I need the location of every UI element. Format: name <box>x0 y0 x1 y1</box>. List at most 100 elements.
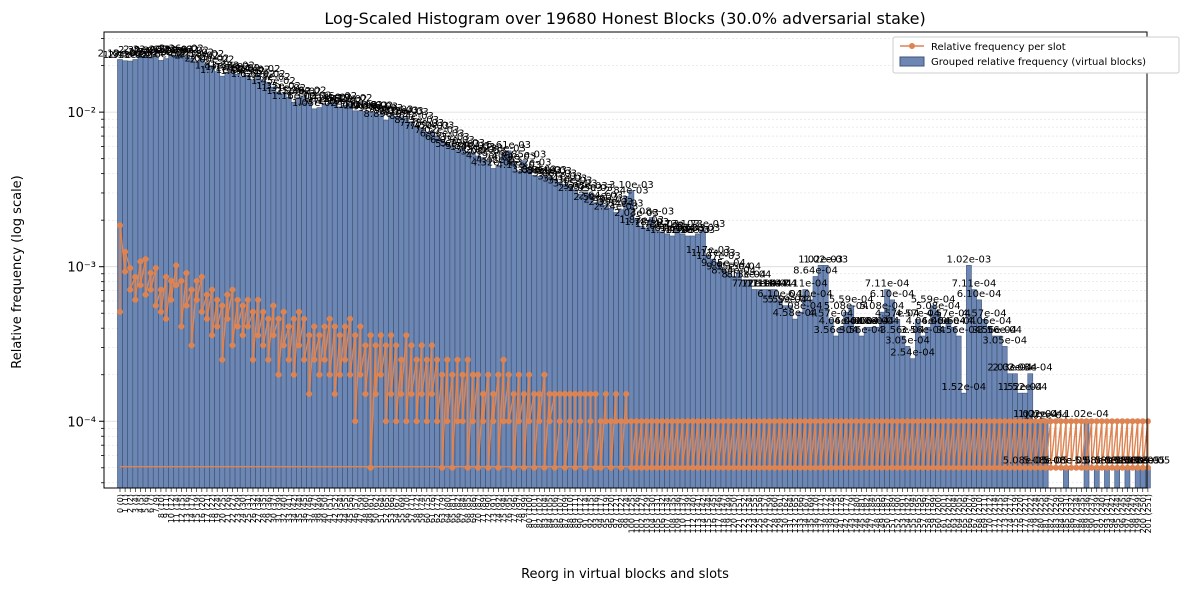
x-tick-label: 157 (196) <box>919 494 928 533</box>
x-tick-label: 173 (216) <box>1001 494 1010 533</box>
frequency-point <box>746 464 753 471</box>
x-tick-label: 0 (0) <box>116 494 125 513</box>
frequency-point <box>428 391 435 398</box>
histogram-bar <box>516 170 522 489</box>
frequency-point <box>669 418 676 425</box>
histogram-bar <box>209 65 215 489</box>
x-tick-label: 114 (142) <box>699 494 708 533</box>
x-tick-label: 72 (90) <box>484 494 493 523</box>
frequency-point <box>295 342 302 349</box>
frequency-point <box>469 371 476 378</box>
x-tick-label: 83 (104) <box>540 494 549 528</box>
x-tick-label: 104 (130) <box>648 494 657 533</box>
frequency-point <box>183 270 190 277</box>
frequency-point <box>403 332 410 339</box>
frequency-point <box>786 418 793 425</box>
bar-value-label: 5.08e-03 <box>461 147 506 158</box>
frequency-point <box>536 391 543 398</box>
bar-value-label: 6.10e-04 <box>788 289 833 300</box>
bar-value-label: 1.73e-03 <box>681 219 726 230</box>
bar-value-label: 1.24e-02 <box>277 87 322 98</box>
bar-value-label: 5.08e-05 <box>1120 456 1165 467</box>
frequency-point <box>618 418 625 425</box>
x-tick-label: 152 (190) <box>893 494 902 533</box>
bar-value-label: 3.05e-04 <box>885 335 930 346</box>
bar-value-label: 4.06e-04 <box>819 316 864 327</box>
x-tick-label: 132 (165) <box>791 494 800 533</box>
x-tick-label: 63 (79) <box>438 494 447 523</box>
histogram-bar <box>163 58 169 489</box>
frequency-point <box>853 464 860 471</box>
bar-value-label: 5.59e-04 <box>911 295 956 306</box>
bar-value-label: 3.86e-03 <box>522 165 567 176</box>
frequency-point <box>531 391 538 398</box>
bar-value-label: 4.57e-04 <box>895 308 940 319</box>
frequency-point <box>904 464 911 471</box>
histogram-bar <box>250 79 256 489</box>
legend-bar-swatch <box>899 56 925 67</box>
histogram-bar <box>434 135 440 489</box>
frequency-point <box>203 315 210 322</box>
frequency-point <box>577 391 584 398</box>
frequency-point <box>572 391 579 398</box>
bar-value-label: 2.19e-02 <box>113 49 158 60</box>
frequency-point <box>275 371 282 378</box>
frequency-point <box>914 418 921 425</box>
frequency-point <box>398 356 405 363</box>
x-tick-label: 25 (31) <box>244 494 253 523</box>
x-tick-label: 133 (166) <box>796 494 805 533</box>
x-tick-label: 39 (49) <box>315 494 324 523</box>
frequency-point <box>1103 418 1110 425</box>
frequency-point <box>255 332 262 339</box>
legend-box <box>892 36 1180 74</box>
x-tick-label: 67 (84) <box>459 494 468 523</box>
histogram-bar <box>383 119 389 489</box>
x-tick-label: 196 (245) <box>1118 494 1127 533</box>
frequency-point <box>520 391 527 398</box>
frequency-point <box>746 418 753 425</box>
frequency-point <box>1134 464 1141 471</box>
bar-value-label: 8.15e-03 <box>394 115 439 126</box>
frequency-point <box>674 418 681 425</box>
bar-value-label: 9.52e-03 <box>369 104 414 115</box>
frequency-point <box>1129 418 1136 425</box>
x-tick-label: 181 (226) <box>1042 494 1051 533</box>
histogram-bar <box>311 108 318 489</box>
histogram-bar <box>459 148 466 489</box>
frequency-point <box>219 356 226 363</box>
bar-value-label: 1.02e-04 <box>1023 410 1068 421</box>
bar-value-label: 2.59e-03 <box>573 192 618 203</box>
bar-value-label: 1.02e-03 <box>798 254 843 265</box>
x-tick-label: 197 (246) <box>1123 494 1132 533</box>
x-tick-label: 59 (74) <box>418 494 427 523</box>
x-tick-label: 198 (247) <box>1129 494 1138 533</box>
frequency-point <box>1119 418 1126 425</box>
x-axis-label: Reorg in virtual blocks and slots <box>521 567 729 582</box>
x-tick-label: 90 (112) <box>576 494 585 528</box>
frequency-point <box>326 315 333 322</box>
histogram-bar <box>168 55 174 489</box>
frequency-point <box>950 464 957 471</box>
frequency-point <box>873 418 880 425</box>
x-tick-label: 31 (39) <box>275 494 284 523</box>
x-tick-label: 76 (95) <box>505 494 514 523</box>
x-tick-label: 91 (114) <box>581 494 590 528</box>
histogram-bar <box>536 176 543 489</box>
bar-value-label: 2.18e-02 <box>179 49 224 60</box>
histogram-bar <box>326 103 333 489</box>
frequency-point <box>142 256 149 263</box>
bar-value-label: 9.15e-04 <box>706 262 751 273</box>
frequency-point <box>710 464 717 471</box>
frequency-point <box>909 418 916 425</box>
frequency-point <box>699 464 706 471</box>
x-tick-label: 82 (102) <box>535 494 544 528</box>
frequency-point <box>209 332 216 339</box>
frequency-point <box>152 302 159 309</box>
x-tick-label: 116 (145) <box>709 494 718 533</box>
frequency-point <box>684 464 691 471</box>
x-tick-label: 140 (175) <box>832 494 841 533</box>
x-tick-label: 167 (209) <box>970 494 979 533</box>
frequency-point <box>260 342 267 349</box>
bar-value-label: 6.03e-03 <box>430 135 475 146</box>
frequency-point <box>899 418 906 425</box>
